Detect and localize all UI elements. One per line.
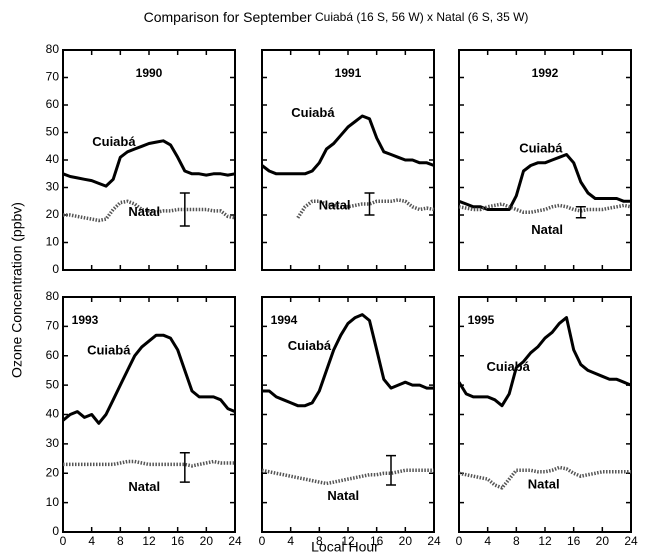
series-label: Natal <box>128 204 160 219</box>
x-tick-label: 4 <box>484 534 491 548</box>
y-tick-label: 10 <box>46 495 60 509</box>
x-tick-label: 12 <box>341 534 355 548</box>
plot-frame <box>458 296 632 533</box>
series-label: Cuiabá <box>519 140 563 155</box>
series-label: Natal <box>319 198 351 213</box>
y-tick-label: 50 <box>46 125 60 139</box>
series-label: Cuiabá <box>288 338 332 353</box>
series-line <box>62 139 236 188</box>
x-tick-label: 24 <box>624 534 638 548</box>
panel-title: 1993 <box>72 313 99 327</box>
y-tick-label: 0 <box>52 524 59 538</box>
series-line <box>296 198 435 219</box>
x-tick-label: 12 <box>538 534 552 548</box>
x-tick-label: 16 <box>171 534 185 548</box>
y-tick-label: 10 <box>46 235 60 249</box>
y-tick-label: 0 <box>52 262 59 276</box>
x-tick-label: 24 <box>427 534 441 548</box>
x-tick-label: 4 <box>88 534 95 548</box>
y-axis-label: Ozone Concentration (ppbv) <box>9 202 25 378</box>
series-line <box>458 153 631 211</box>
error-bar <box>364 192 375 216</box>
x-tick-label: 24 <box>228 534 242 548</box>
error-bar <box>575 206 586 219</box>
x-axis-label: Local Hour <box>311 539 379 555</box>
error-bar <box>386 454 396 486</box>
series-label: Natal <box>528 476 560 491</box>
y-tick-label: 40 <box>46 152 60 166</box>
y-tick-label: 70 <box>46 319 60 333</box>
series-label: Natal <box>327 488 359 503</box>
series-label: Natal <box>531 222 563 237</box>
y-tick-label: 60 <box>46 348 60 362</box>
series-label: Cuiabá <box>487 359 531 374</box>
x-tick-label: 16 <box>370 534 384 548</box>
y-tick-label: 80 <box>46 289 60 303</box>
y-tick-label: 50 <box>46 377 60 391</box>
x-tick-label: 8 <box>117 534 124 548</box>
y-tick-label: 20 <box>46 465 60 479</box>
x-tick-label: 20 <box>596 534 610 548</box>
series-line <box>63 459 235 468</box>
x-tick-label: 8 <box>316 534 323 548</box>
subtitle: Cuiabá (16 S, 56 W) x Natal (6 S, 35 W) <box>315 10 528 24</box>
title: Comparison for September <box>144 9 312 25</box>
series-line <box>62 333 236 425</box>
x-tick-label: 16 <box>567 534 581 548</box>
panel-title: 1992 <box>532 66 559 80</box>
x-tick-label: 12 <box>142 534 156 548</box>
y-tick-label: 30 <box>46 180 60 194</box>
plot-frame <box>458 49 632 271</box>
x-tick-label: 20 <box>399 534 413 548</box>
panel-title: 1990 <box>136 66 163 80</box>
x-tick-label: 20 <box>200 534 214 548</box>
plot-frame <box>62 49 236 271</box>
panel-title: 1995 <box>468 313 495 327</box>
series-line <box>458 202 632 215</box>
x-tick-label: 0 <box>456 534 463 548</box>
x-tick-label: 0 <box>60 534 67 548</box>
series-line <box>457 316 632 408</box>
y-tick-label: 40 <box>46 407 60 421</box>
x-tick-label: 4 <box>287 534 294 548</box>
panel-title: 1991 <box>335 66 362 80</box>
panel-title: 1994 <box>271 313 298 327</box>
figure-title: Comparison for September Cuiabá (16 S, 5… <box>144 9 529 25</box>
series-line <box>63 199 236 223</box>
series-line <box>262 313 434 408</box>
series-label: Cuiabá <box>291 105 335 120</box>
series-line <box>261 114 435 176</box>
series-label: Cuiabá <box>87 342 131 357</box>
x-tick-label: 8 <box>513 534 520 548</box>
error-bar <box>179 192 190 227</box>
series-label: Natal <box>128 479 160 494</box>
x-tick-label: 0 <box>259 534 266 548</box>
y-tick-label: 20 <box>46 207 60 221</box>
series-label: Cuiabá <box>92 134 136 149</box>
series-line <box>261 468 434 486</box>
y-tick-label: 60 <box>46 97 60 111</box>
y-tick-label: 70 <box>46 70 60 84</box>
y-tick-label: 80 <box>46 42 60 56</box>
error-bar <box>179 451 190 483</box>
y-tick-label: 30 <box>46 436 60 450</box>
